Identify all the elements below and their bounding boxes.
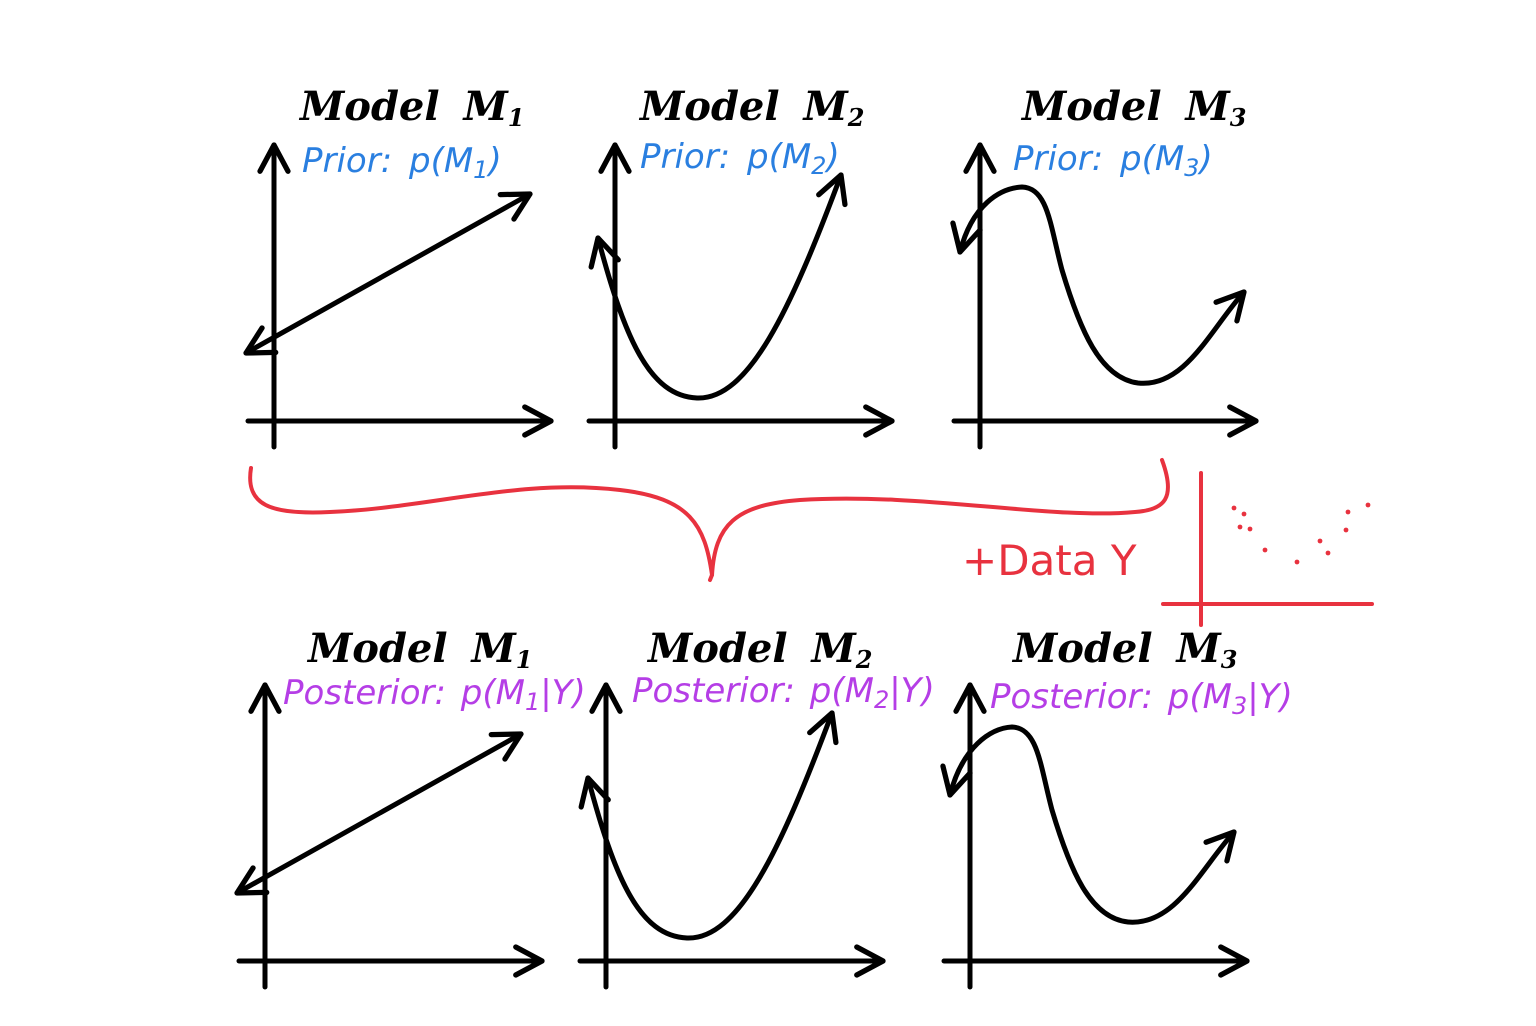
data-label: +Data Y [962, 536, 1137, 585]
posterior-label: Posterior: p(M1|Y) [283, 673, 586, 716]
prior-panel-1: Model M1 Prior: p(M1) [243, 83, 554, 450]
data-point [1345, 509, 1351, 515]
model-curve-parabola [578, 710, 839, 941]
data-point [1247, 526, 1253, 532]
prior-panel-2: Model M2 Prior: p(M2) [586, 83, 895, 450]
prior-panel-3: Model M3 Prior: p(M3) [950, 83, 1259, 450]
data-point [1262, 547, 1268, 553]
posterior-label: Posterior: p(M2|Y) [632, 671, 935, 714]
data-point [1325, 550, 1331, 556]
panel-title: Model M1 [298, 83, 525, 132]
data-point [1294, 559, 1300, 565]
data-points [1231, 502, 1371, 565]
grouping-brace-tip [708, 573, 714, 582]
posterior-panel-1: Model M1 Posterior: p(M1|Y) [234, 625, 586, 990]
model-curve-wave [940, 724, 1237, 925]
prior-label: Prior: p(M1) [302, 141, 502, 184]
scatter-plot-icon [1161, 471, 1374, 627]
data-point [1237, 524, 1243, 530]
posterior-panel-3: Model M3 Posterior: p(M3|Y) [940, 625, 1293, 990]
panel-title: Model M2 [646, 625, 873, 674]
panel-title: Model M2 [638, 83, 865, 132]
model-curve-wave [950, 184, 1247, 386]
posterior-panel-2: Model M2 Posterior: p(M2|Y) [577, 625, 935, 990]
panel-title: Model M3 [1011, 625, 1238, 674]
panel-title: Model M3 [1020, 83, 1247, 132]
panel-title: Model M1 [306, 625, 533, 674]
prior-label: Prior: p(M2) [640, 137, 840, 180]
prior-label: Prior: p(M3) [1013, 139, 1213, 182]
data-point [1241, 511, 1247, 517]
posterior-label: Posterior: p(M3|Y) [990, 677, 1293, 720]
data-point [1317, 538, 1323, 544]
data-point [1365, 502, 1371, 508]
model-curve-parabola [588, 172, 848, 401]
data-point [1231, 505, 1237, 511]
model-curve-line [243, 191, 533, 356]
model-curve-line [234, 731, 524, 896]
data-point [1343, 527, 1349, 533]
